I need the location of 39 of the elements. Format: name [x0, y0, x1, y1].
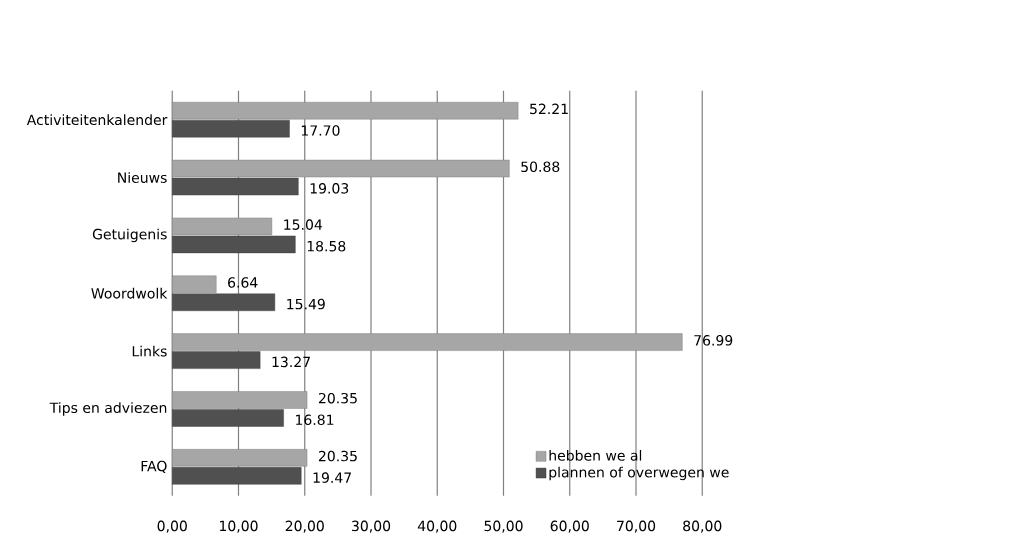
y-tick-label: Activiteitenkalender — [26, 114, 168, 126]
x-tick-label: 80,00 — [683, 520, 722, 533]
data-label: 76.99 — [694, 335, 733, 346]
data-label: 6.64 — [228, 277, 258, 288]
bar — [172, 177, 299, 196]
data-label: 18.58 — [307, 240, 346, 252]
legend-label: hebben we al — [549, 449, 642, 461]
data-label: 19.47 — [313, 472, 351, 483]
data-label: 15.49 — [287, 298, 325, 310]
x-tick-label: 70,00 — [617, 520, 656, 533]
bar — [172, 119, 290, 138]
bar — [172, 351, 261, 369]
y-tick-label: Tips en adviezen — [49, 402, 167, 416]
data-label: 20.35 — [318, 392, 357, 404]
bar — [172, 293, 276, 311]
data-label: 17.70 — [301, 125, 340, 136]
bar — [172, 467, 302, 485]
data-label: 15.04 — [284, 219, 323, 230]
y-tick-label: Getuigenis — [92, 228, 167, 243]
data-label: 19.03 — [310, 183, 349, 194]
bar — [172, 235, 296, 254]
data-label: 50.88 — [521, 161, 560, 173]
x-tick-label: 40,00 — [417, 520, 457, 533]
x-tick-label: 10,00 — [219, 520, 258, 533]
bar — [172, 409, 284, 427]
y-tick-label: FAQ — [141, 460, 167, 473]
y-tick-label: Links — [132, 345, 167, 357]
data-label: 52.21 — [530, 103, 568, 115]
x-tick-label: 0,00 — [157, 520, 187, 533]
data-label: 20.35 — [318, 450, 357, 462]
x-tick-label: 30,00 — [352, 520, 391, 533]
legend-label: plannen of overwegen we — [549, 466, 729, 481]
x-tick-label: 50,00 — [484, 520, 523, 533]
x-tick-label: 60,00 — [550, 520, 589, 533]
y-tick-label: Woordwolk — [91, 287, 168, 299]
data-label: 13.27 — [272, 356, 310, 368]
data-label: 16.81 — [296, 414, 334, 426]
y-tick-label: Nieuws — [118, 172, 167, 183]
x-tick-label: 20,00 — [285, 520, 324, 533]
